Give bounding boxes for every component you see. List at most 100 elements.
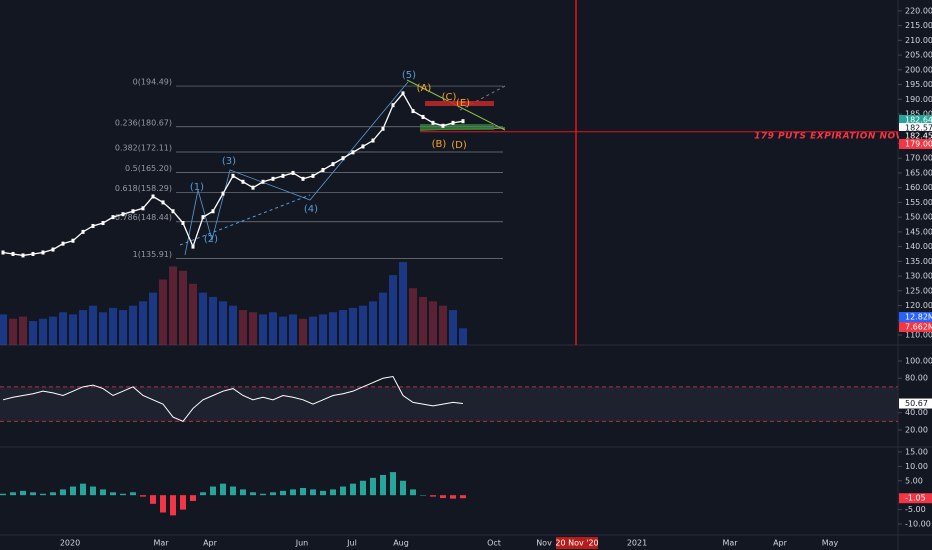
rsi-tick-label: 80.00: [905, 374, 928, 383]
wave-label: (2): [204, 234, 218, 245]
y-tick-label: 210.00: [905, 36, 932, 45]
macd-bar: [330, 489, 336, 496]
volume-bar: [429, 301, 437, 345]
y-tick-label: 145.00: [905, 227, 932, 236]
volume-bar: [69, 314, 77, 345]
fib-label: 0.618(158.29): [115, 184, 172, 193]
macd-bar: [140, 495, 146, 497]
volume-bar: [439, 305, 447, 345]
rsi-band-fill: [0, 386, 898, 422]
macd-tick-label: -10.00: [905, 520, 931, 529]
volume-bar: [139, 301, 147, 345]
volume-bar: [199, 292, 207, 345]
macd-bar: [40, 493, 46, 496]
candle: [31, 251, 35, 256]
candle: [171, 209, 175, 214]
candle: [291, 170, 295, 175]
wave-label: (C): [442, 92, 457, 103]
volume-bar: [189, 283, 197, 345]
macd-bar: [30, 492, 36, 496]
macd-tick-label: 5.00: [905, 476, 923, 485]
candle: [451, 120, 455, 125]
x-tick-label: Aug: [393, 539, 409, 548]
wave-label: (3): [222, 156, 236, 167]
candle: [91, 223, 95, 228]
volume-bar: [359, 305, 367, 345]
macd-bar: [260, 493, 266, 496]
x-tick-label: Oct: [487, 539, 501, 548]
x-tick-label: Nov: [536, 539, 552, 548]
y-tick-label: 215.00: [905, 21, 932, 30]
volume-bar: [369, 301, 377, 345]
macd-tag: -1.05: [905, 494, 926, 503]
candle: [111, 215, 115, 220]
candle: [81, 229, 85, 234]
candle: [1, 250, 5, 255]
volume-bar: [89, 305, 97, 345]
macd-bar: [420, 495, 426, 496]
volume-bar: [299, 318, 307, 345]
macd-bar: [50, 492, 56, 496]
candle: [161, 200, 165, 205]
volume-bar: [409, 288, 417, 345]
volume-bar: [239, 310, 247, 345]
macd-tick-label: -5.00: [905, 505, 926, 514]
y-tick-label: 190.00: [905, 95, 932, 104]
cursor-date-box: [556, 537, 598, 549]
wave-label: (5): [402, 70, 416, 81]
volume-bar: [129, 305, 137, 345]
volume-ma-tag-box: [899, 312, 932, 323]
fib-label: 0.786(148.44): [115, 213, 172, 222]
volume-bar: [0, 314, 7, 345]
candle: [231, 173, 235, 178]
x-tick-label: Jun: [295, 539, 309, 548]
macd-bar: [270, 492, 276, 496]
candle: [311, 173, 315, 178]
macd-bar: [90, 486, 96, 496]
y-tick-label: 195.00: [905, 80, 932, 89]
price-tag: 179.00: [905, 140, 932, 149]
macd-bar: [120, 493, 126, 496]
macd-bar: [220, 483, 226, 496]
macd-bar: [400, 480, 406, 496]
price-tag-box: [899, 131, 932, 141]
volume-bar: [149, 292, 157, 345]
macd-bar: [80, 483, 86, 496]
candle: [241, 179, 245, 184]
volume-last-tag-box: [899, 322, 932, 333]
rsi-line: [2, 375, 464, 422]
candle: [261, 179, 265, 184]
macd-bar: [240, 489, 246, 496]
wave-label: (4): [304, 204, 318, 215]
y-tick-label: 170.00: [905, 154, 932, 163]
macd-tick-label: 15.00: [905, 447, 928, 456]
candle: [441, 123, 445, 128]
candle: [411, 109, 415, 114]
wave-label: (D): [451, 140, 467, 151]
candle: [71, 238, 75, 243]
x-tick-label: Mar: [153, 539, 169, 548]
candle: [121, 212, 125, 217]
volume-bar: [259, 314, 267, 345]
rsi-tag-box: [899, 398, 932, 409]
y-tick-label: 160.00: [905, 183, 932, 192]
candle: [361, 144, 365, 149]
macd-bar: [20, 490, 26, 496]
candle: [371, 138, 375, 143]
y-tick-label: 135.00: [905, 257, 932, 266]
candle: [191, 244, 195, 249]
x-tick-label: 2020: [60, 539, 80, 548]
macd-bar: [340, 486, 346, 496]
macd-bar: [190, 495, 196, 501]
candle: [301, 176, 305, 181]
volume-bar: [329, 312, 337, 345]
volume-bar: [179, 270, 187, 345]
volume-bar: [229, 305, 237, 345]
fib-label: 0.236(180.67): [115, 118, 172, 127]
candle: [221, 191, 225, 196]
volume-bar: [399, 262, 407, 345]
price-tag-box: [899, 115, 932, 125]
